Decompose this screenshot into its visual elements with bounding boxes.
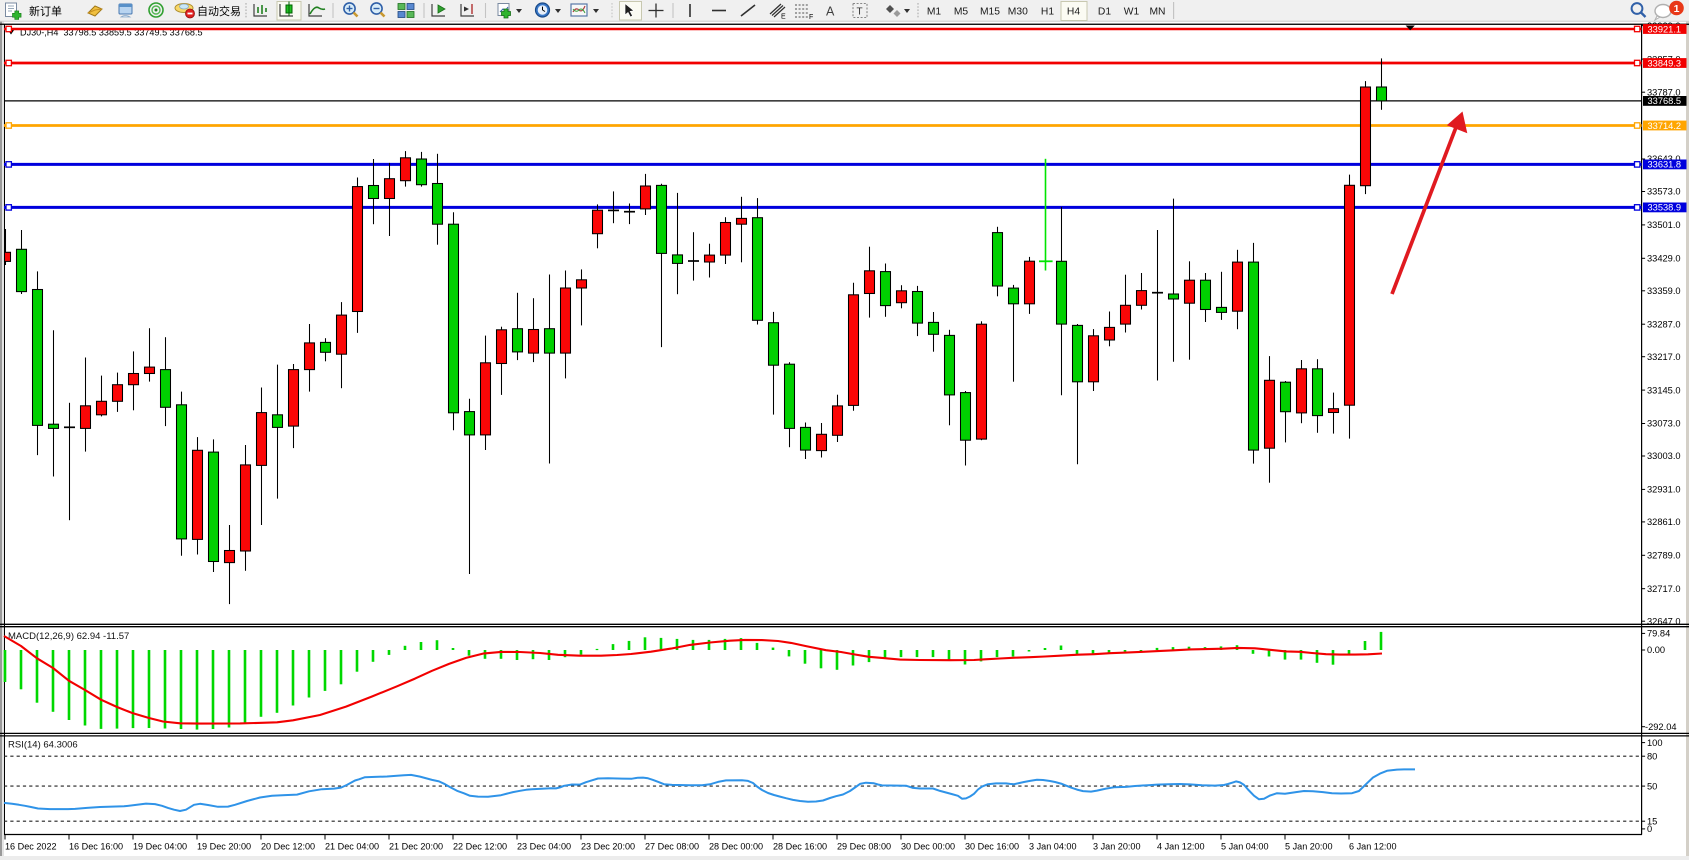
svg-text:33714.2: 33714.2 <box>1648 121 1682 131</box>
svg-text:4 Jan 12:00: 4 Jan 12:00 <box>1157 842 1205 852</box>
svg-text:19 Dec 20:00: 19 Dec 20:00 <box>197 842 251 852</box>
svg-text:32717.0: 32717.0 <box>1647 584 1681 594</box>
svg-text:100: 100 <box>1647 738 1663 748</box>
svg-text:DJ30-,H4 33798.5 33859.5 3374: DJ30-,H4 33798.5 33859.5 33749.5 33768.5 <box>20 27 203 37</box>
svg-text:32861.0: 32861.0 <box>1647 517 1681 527</box>
svg-text:23 Dec 20:00: 23 Dec 20:00 <box>581 842 635 852</box>
svg-text:15: 15 <box>1647 816 1657 826</box>
svg-text:MN: MN <box>1149 7 1165 18</box>
svg-text:5 Jan 20:00: 5 Jan 20:00 <box>1285 842 1333 852</box>
svg-text:33501.0: 33501.0 <box>1647 220 1681 230</box>
svg-text:32789.0: 32789.0 <box>1647 551 1681 561</box>
svg-text:M1: M1 <box>927 7 942 18</box>
svg-text:5 Jan 04:00: 5 Jan 04:00 <box>1221 842 1269 852</box>
svg-text:33921.1: 33921.1 <box>1648 24 1682 34</box>
svg-text:M30: M30 <box>1008 7 1028 18</box>
svg-text:50: 50 <box>1647 781 1657 791</box>
svg-text:28 Dec 16:00: 28 Dec 16:00 <box>773 842 827 852</box>
svg-text:23 Dec 04:00: 23 Dec 04:00 <box>517 842 571 852</box>
svg-text:33145.0: 33145.0 <box>1647 385 1681 395</box>
svg-text:19 Dec 04:00: 19 Dec 04:00 <box>133 842 187 852</box>
svg-text:16 Dec 16:00: 16 Dec 16:00 <box>69 842 123 852</box>
svg-text:3 Jan 20:00: 3 Jan 20:00 <box>1093 842 1141 852</box>
svg-text:22 Dec 12:00: 22 Dec 12:00 <box>453 842 507 852</box>
svg-text:F: F <box>809 14 813 21</box>
svg-text:M5: M5 <box>954 7 969 18</box>
svg-text:32931.0: 32931.0 <box>1647 485 1681 495</box>
svg-text:H4: H4 <box>1067 7 1080 18</box>
svg-text:33217.0: 33217.0 <box>1647 352 1681 362</box>
svg-text:W1: W1 <box>1124 7 1140 18</box>
svg-text:33003.0: 33003.0 <box>1647 451 1681 461</box>
svg-text:27 Dec 08:00: 27 Dec 08:00 <box>645 842 699 852</box>
svg-text:6 Jan 12:00: 6 Jan 12:00 <box>1349 842 1397 852</box>
svg-text:33359.0: 33359.0 <box>1647 286 1681 296</box>
svg-text:80: 80 <box>1647 751 1657 761</box>
svg-text:自动交易: 自动交易 <box>197 4 241 18</box>
svg-text:D1: D1 <box>1098 7 1111 18</box>
svg-text:-292.04: -292.04 <box>1645 722 1677 732</box>
svg-text:30 Dec 00:00: 30 Dec 00:00 <box>901 842 955 852</box>
svg-text:33073.0: 33073.0 <box>1647 419 1681 429</box>
svg-text:21 Dec 04:00: 21 Dec 04:00 <box>325 842 379 852</box>
svg-text:1: 1 <box>1674 3 1680 15</box>
svg-text:29 Dec 08:00: 29 Dec 08:00 <box>837 842 891 852</box>
svg-text:32647.0: 32647.0 <box>1647 616 1681 626</box>
svg-text:21 Dec 20:00: 21 Dec 20:00 <box>389 842 443 852</box>
svg-text:79.84: 79.84 <box>1647 629 1670 639</box>
svg-text:33643.0: 33643.0 <box>1647 154 1681 164</box>
svg-text:33429.0: 33429.0 <box>1647 254 1681 264</box>
svg-text:0: 0 <box>1647 824 1652 834</box>
svg-text:33573.0: 33573.0 <box>1647 187 1681 197</box>
svg-text:RSI(14) 64.3006: RSI(14) 64.3006 <box>8 740 78 751</box>
svg-text:33787.0: 33787.0 <box>1647 87 1681 97</box>
svg-text:16 Dec 2022: 16 Dec 2022 <box>5 842 57 852</box>
svg-text:28 Dec 00:00: 28 Dec 00:00 <box>709 842 763 852</box>
svg-text:33287.0: 33287.0 <box>1647 319 1681 329</box>
svg-text:30 Dec 16:00: 30 Dec 16:00 <box>965 842 1019 852</box>
svg-text:新订单: 新订单 <box>29 4 62 18</box>
svg-text:T: T <box>857 7 863 18</box>
svg-text:A: A <box>826 5 835 19</box>
svg-text:H1: H1 <box>1041 7 1054 18</box>
svg-text:M15: M15 <box>980 7 1000 18</box>
svg-text:33538.9: 33538.9 <box>1648 203 1682 213</box>
svg-text:20 Dec 12:00: 20 Dec 12:00 <box>261 842 315 852</box>
svg-text:0.00: 0.00 <box>1647 645 1665 655</box>
svg-text:33631.8: 33631.8 <box>1648 160 1682 170</box>
svg-text:MACD(12,26,9) 62.94 -11.57: MACD(12,26,9) 62.94 -11.57 <box>8 631 129 642</box>
svg-text:33849.3: 33849.3 <box>1648 58 1682 68</box>
svg-text:E: E <box>781 14 786 21</box>
svg-text:33768.5: 33768.5 <box>1648 96 1682 106</box>
svg-text:3 Jan 04:00: 3 Jan 04:00 <box>1029 842 1077 852</box>
